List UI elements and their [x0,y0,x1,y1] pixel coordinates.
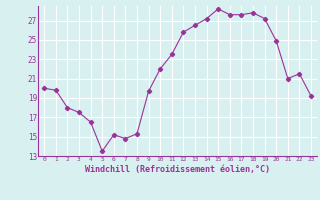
X-axis label: Windchill (Refroidissement éolien,°C): Windchill (Refroidissement éolien,°C) [85,165,270,174]
